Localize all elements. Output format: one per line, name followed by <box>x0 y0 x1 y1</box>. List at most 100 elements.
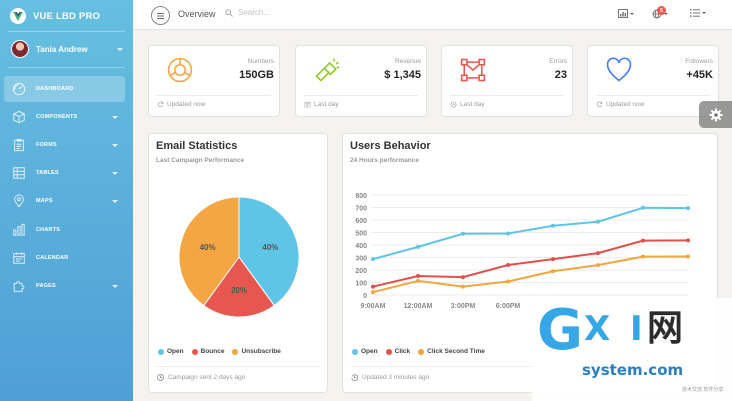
user-menu[interactable]: Tania Andrew <box>11 39 123 59</box>
email-statistics-card: Email Statistics Last Campaign Performan… <box>148 133 328 393</box>
card-subtitle: Last Campaign Performance <box>156 157 245 164</box>
chevron-down-icon <box>112 199 118 203</box>
sidebar-item-maps[interactable]: MAPS <box>4 188 125 214</box>
history-icon <box>351 374 358 381</box>
data-point <box>506 231 510 236</box>
card-divider <box>450 95 564 96</box>
brand[interactable]: VUE LBD PRO <box>10 6 100 26</box>
data-point <box>686 254 690 259</box>
data-point <box>596 263 600 268</box>
chevron-down-icon <box>112 115 118 119</box>
legend-item: Open <box>158 348 184 355</box>
search-input[interactable]: Search... <box>238 8 271 17</box>
refresh-icon <box>596 101 603 108</box>
watermark-xi: X I <box>584 309 647 349</box>
stat-value: +45K <box>686 69 713 81</box>
chevron-down-icon <box>117 47 123 51</box>
brand-name: VUE LBD PRO <box>33 10 101 22</box>
data-point <box>371 284 375 289</box>
gear-icon <box>709 108 722 121</box>
sidebar-item-label: CHARTS <box>36 227 61 233</box>
data-point <box>461 284 465 289</box>
settings-plugin-button[interactable] <box>699 101 732 128</box>
dashboard-dropdown[interactable] <box>618 9 634 18</box>
stat-value: 150GB <box>239 69 274 81</box>
sidebar-item-dashboard[interactable]: DASHBOARD <box>4 76 125 102</box>
stat-footer: Last day <box>450 101 485 108</box>
card-title: Users Behavior <box>350 140 431 152</box>
stat-card-followers: Followers +45K Updated now <box>587 45 719 117</box>
data-point <box>506 279 510 284</box>
avatar <box>11 40 29 58</box>
pie-slice-bounce <box>203 256 275 318</box>
stat-label: Revenue <box>394 58 421 65</box>
chart-icon <box>618 9 628 18</box>
stat-card-numbers: Numbers 150GB Updated now <box>148 45 280 117</box>
y-tick-label: 800 <box>355 193 367 200</box>
card-divider <box>157 366 319 367</box>
legend-label: Click <box>394 348 411 355</box>
chart-legend: Open Bounce Unsubscribe <box>158 348 289 355</box>
y-tick-label: 200 <box>355 268 367 275</box>
legend-dot <box>158 348 164 355</box>
nav-icon <box>11 81 27 97</box>
flashlight-icon <box>315 58 340 82</box>
nav-icon <box>11 165 27 181</box>
legend-item: Bounce <box>191 348 224 355</box>
series-line-0 <box>372 206 689 261</box>
pie-slice-open <box>238 196 300 307</box>
nav-icon <box>11 250 27 266</box>
sidebar-item-label: CALENDAR <box>36 255 69 261</box>
list-dropdown[interactable] <box>690 9 706 17</box>
notifications-dropdown[interactable]: 5 <box>652 6 668 19</box>
list-icon <box>690 9 700 17</box>
legend-dot <box>352 348 358 355</box>
data-point <box>371 290 375 295</box>
legend-label: Open <box>361 348 378 355</box>
sidebar-item-charts[interactable]: CHARTS <box>4 217 125 243</box>
calendar-icon <box>13 252 25 264</box>
calendar-icon <box>304 101 311 108</box>
data-point <box>416 278 420 283</box>
stat-icon <box>605 56 633 89</box>
chevron-down-icon <box>112 171 118 175</box>
card-subtitle: 24 Hours performance <box>350 157 419 164</box>
card-divider <box>157 95 271 96</box>
data-point <box>641 238 645 243</box>
vue-logo-icon <box>10 8 26 24</box>
sidebar-item-components[interactable]: COMPONENTS <box>4 104 125 130</box>
nav-icon <box>11 222 27 238</box>
puzzle-icon <box>13 281 25 292</box>
search-bar[interactable]: Search... <box>225 8 270 17</box>
topbar: Overview Search... 5 <box>133 0 732 30</box>
chevron-down-icon <box>702 12 706 14</box>
stat-card-errors: Errors 23 Last day <box>441 45 573 117</box>
footer-text: Updated now <box>167 101 206 108</box>
y-tick-label: 0 <box>363 293 367 300</box>
sidebar-item-tables[interactable]: TABLES <box>4 160 125 186</box>
pie-chart-icon <box>167 57 193 83</box>
series-line-2 <box>372 255 689 294</box>
sidebar-item-label: COMPONENTS <box>36 114 78 120</box>
watermark-logo: G X I 网 system.com 技术交流 软件分享 <box>532 298 732 401</box>
pie-slice-label: 20% <box>231 286 247 295</box>
pie-chart: 40% 20% 40% <box>178 196 300 318</box>
sidebar-item-pages[interactable]: PAGES <box>4 273 125 299</box>
stat-label: Numbers <box>247 58 274 65</box>
chevron-down-icon <box>112 284 118 288</box>
data-point <box>416 244 420 249</box>
watermark-domain: system.com <box>582 361 684 379</box>
sidebar-item-forms[interactable]: FORMS <box>4 132 125 158</box>
menu-toggle-button[interactable] <box>151 6 170 25</box>
sidebar-item-calendar[interactable]: CALENDAR <box>4 245 125 271</box>
stat-icon <box>313 56 341 89</box>
network-icon <box>460 58 486 82</box>
menu-icon <box>157 12 164 19</box>
legend-label: Unsubscribe <box>241 348 281 355</box>
stat-footer: Updated now <box>157 101 205 108</box>
legend-item: Open <box>352 348 378 355</box>
footer-text: Updated 3 minutes ago <box>362 374 430 381</box>
data-point <box>371 257 375 262</box>
data-point <box>551 269 555 274</box>
stat-label: Followers <box>685 58 713 65</box>
